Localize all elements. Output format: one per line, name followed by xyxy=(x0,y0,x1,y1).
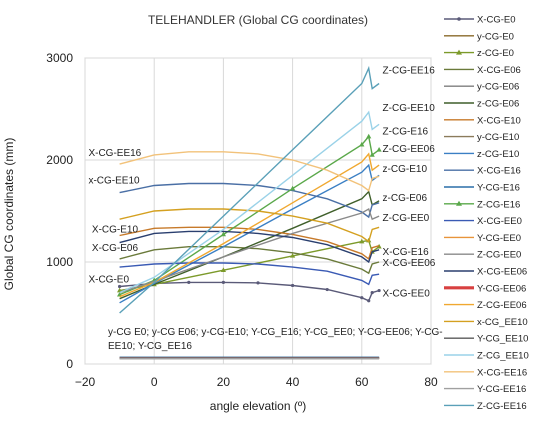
annotation-label: Z-CG-EE16 xyxy=(383,65,436,76)
legend-marker xyxy=(457,17,461,21)
series-point xyxy=(187,280,191,284)
series-point xyxy=(367,299,371,303)
series-line xyxy=(119,230,380,264)
legend-label: Z-CG-E16 xyxy=(477,199,520,210)
y-tick-label: 0 xyxy=(66,357,73,371)
series-point xyxy=(256,281,260,285)
annotation-label: X-CG-E10 xyxy=(92,224,139,235)
series-layer xyxy=(117,65,382,360)
legend-label: Y-CG-EE16 xyxy=(477,384,526,395)
legend-label: y-CG-E0 xyxy=(477,31,514,42)
annotation-label: z-CG-E10 xyxy=(383,164,428,175)
legend-label: X-CG-EE0 xyxy=(477,216,522,227)
legend-marker xyxy=(456,200,462,206)
series-point xyxy=(290,253,296,258)
series-line xyxy=(119,65,380,314)
annotation-label: X-CG-EE16 xyxy=(88,148,141,159)
series-line xyxy=(119,245,380,275)
legend: X-CG-E0 y-CG-E0 z-CG-E0 X-CG-E06 y-CG-E06 z-C… xyxy=(444,15,529,412)
legend-label: y-CG-E06 xyxy=(477,82,519,93)
annotation-label: X-CG-E16 xyxy=(383,247,430,258)
grid xyxy=(84,57,432,365)
bottom-note-line-1: y-CG E0; y-CG E06; y-CG-E10; Y-CG_E16; Y… xyxy=(108,327,443,338)
series-line xyxy=(119,182,380,219)
legend-label: Y-CG-EE06 xyxy=(477,283,526,294)
legend-label: X-CG-EE16 xyxy=(477,367,527,378)
x-axis-label: angle elevation (º) xyxy=(210,399,306,413)
series-point xyxy=(290,185,296,191)
legend-label: Y-CG-E16 xyxy=(477,183,520,194)
x-tick-label: 60 xyxy=(355,375,369,389)
series-line xyxy=(119,110,380,294)
annotation-label: Z-CG-EE0 xyxy=(383,213,430,224)
legend-label: Z-CG-EE0 xyxy=(477,250,521,261)
series-point xyxy=(118,284,122,289)
y-tick-label: 1000 xyxy=(46,255,73,269)
legend-label: z-CG-E10 xyxy=(477,149,519,160)
legend-label: X-CG-E10 xyxy=(477,115,521,126)
series-line xyxy=(119,281,380,302)
series-line xyxy=(119,190,380,300)
y-tick-label: 2000 xyxy=(46,153,73,167)
annotation-label: x-CG-EE10 xyxy=(88,175,140,186)
series-point xyxy=(325,287,329,292)
legend-label: Y-CG_EE10 xyxy=(477,334,528,345)
series-point xyxy=(220,267,226,272)
series-point xyxy=(221,280,225,284)
series-line xyxy=(119,134,380,296)
annotation-label: Z-CG-EE06 xyxy=(383,144,436,155)
legend-label: X-CG-EE06 xyxy=(477,267,527,278)
x-tick-label: 20 xyxy=(217,375,231,389)
series-line xyxy=(119,151,380,192)
legend-label: z-CG-E06 xyxy=(477,99,519,110)
series-point xyxy=(117,287,123,293)
annotation-label: X-CG-EE06 xyxy=(383,258,436,269)
x-tick-label: 80 xyxy=(424,375,438,389)
series-point xyxy=(366,133,372,139)
legend-marker xyxy=(456,49,462,55)
annotation-label: Z-CG-EE10 xyxy=(383,103,436,114)
series-line xyxy=(119,226,380,261)
annotation-label: Z-CG-E16 xyxy=(383,127,429,138)
legend-label: X-CG-E16 xyxy=(477,166,521,177)
series-point xyxy=(377,288,381,293)
legend-label: y-CG-E10 xyxy=(477,132,519,143)
legend-label: Y-CG-EE0 xyxy=(477,233,521,244)
legend-label: X-CG-E0 xyxy=(477,15,516,26)
series-point xyxy=(376,147,382,152)
series-line xyxy=(119,262,380,286)
series-point xyxy=(117,291,123,297)
series-point xyxy=(369,152,375,157)
y-axis-label: Global CG coordinates (mm) xyxy=(2,138,16,291)
series-point xyxy=(291,283,295,288)
legend-label: z-CG-E0 xyxy=(477,48,514,59)
annotation-label: X-CG-EE0 xyxy=(383,289,431,300)
y-tick-label: 3000 xyxy=(46,51,73,65)
legend-label: X-CG-E06 xyxy=(477,65,521,76)
series-point xyxy=(359,141,365,147)
annotations: Z-CG-EE16 Z-CG-EE10 Z-CG-E16 Z-CG-EE06 z-CG-… xyxy=(88,65,435,299)
legend-label: Z-CG-EE06 xyxy=(477,300,527,311)
x-tick-label: 40 xyxy=(286,375,300,389)
y-ticks: 0 1000 2000 3000 xyxy=(46,51,73,371)
series-line xyxy=(119,152,380,298)
annotation-label: z-CG-E06 xyxy=(383,193,428,204)
annotation-label: X-CG-E06 xyxy=(92,243,139,254)
chart-title: TELEHANDLER (Global CG coordinates) xyxy=(148,13,368,27)
series-line xyxy=(119,208,380,243)
series-point xyxy=(359,238,365,244)
legend-label: x-CG_EE10 xyxy=(477,317,528,328)
legend-label: Z-CG_EE10 xyxy=(477,351,529,362)
series-point xyxy=(360,296,364,300)
series-point xyxy=(220,231,226,237)
annotation-label: X-CG-E0 xyxy=(88,274,129,285)
series-point xyxy=(370,291,374,295)
legend-label: Z-CG-EE16 xyxy=(477,401,527,412)
x-tick-label: 0 xyxy=(151,375,158,389)
x-tick-label: −20 xyxy=(75,375,96,389)
bottom-note-line-2: EE10; Y-CG_EE16 xyxy=(108,341,192,352)
x-ticks: −20 0 20 40 60 80 xyxy=(75,375,438,389)
